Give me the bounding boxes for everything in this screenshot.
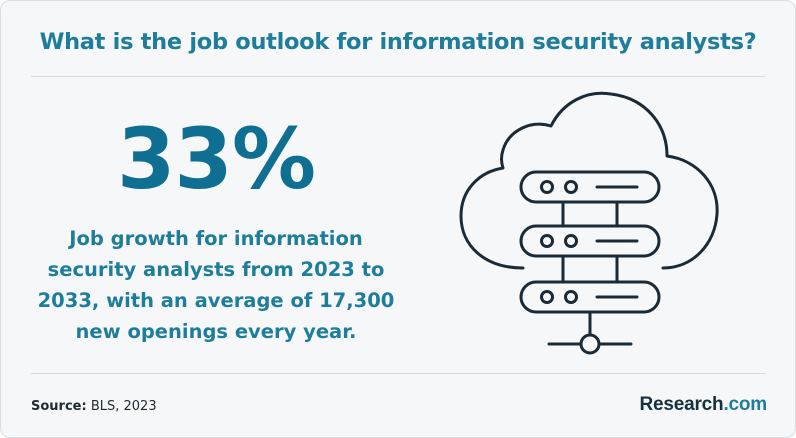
top-divider bbox=[31, 76, 765, 77]
cloud-server-icon bbox=[451, 86, 731, 361]
description-line: Job growth for information bbox=[69, 227, 363, 250]
cloud-outline bbox=[459, 91, 719, 270]
server-unit-icon bbox=[519, 280, 661, 314]
source-note: Source: BLS, 2023 bbox=[31, 399, 157, 414]
page-title: What is the job outlook for information … bbox=[39, 29, 757, 55]
growth-stat: 33% bbox=[116, 110, 316, 208]
source-label: Source: bbox=[31, 399, 87, 414]
description-line: new openings every year. bbox=[75, 320, 357, 343]
brand-name: Research bbox=[639, 394, 724, 415]
bottom-divider bbox=[31, 373, 765, 374]
source-value: BLS, 2023 bbox=[90, 399, 157, 414]
description-line: security analysts from 2023 to bbox=[47, 258, 385, 281]
server-unit-icon bbox=[519, 224, 661, 258]
description-line: 2033, with an average of 17,300 bbox=[37, 289, 395, 312]
server-unit-icon bbox=[519, 170, 661, 204]
brand-suffix: .com bbox=[723, 394, 767, 415]
brand-logo: Research.com bbox=[639, 394, 767, 416]
network-node-icon bbox=[579, 333, 601, 355]
stat-description: Job growth for information security anal… bbox=[21, 223, 411, 347]
